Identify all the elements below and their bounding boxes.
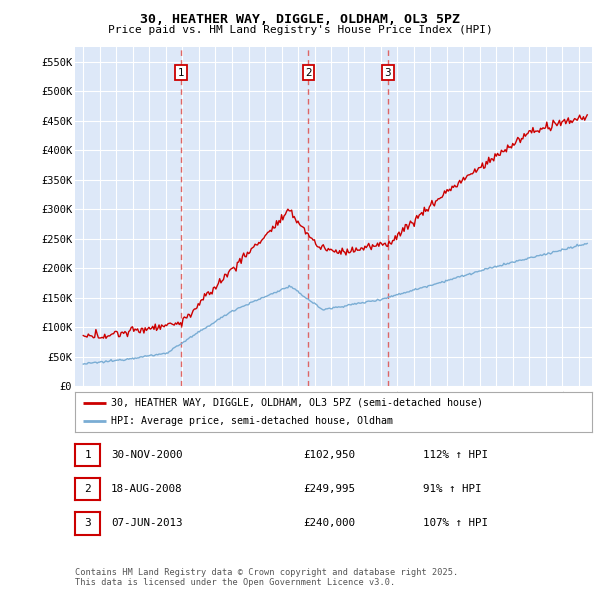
Text: 18-AUG-2008: 18-AUG-2008 (111, 484, 182, 494)
Text: 3: 3 (84, 519, 91, 528)
Text: Price paid vs. HM Land Registry's House Price Index (HPI): Price paid vs. HM Land Registry's House … (107, 25, 493, 35)
Text: HPI: Average price, semi-detached house, Oldham: HPI: Average price, semi-detached house,… (111, 415, 393, 425)
Text: 112% ↑ HPI: 112% ↑ HPI (423, 450, 488, 460)
Text: 1: 1 (178, 68, 184, 78)
Text: 30, HEATHER WAY, DIGGLE, OLDHAM, OL3 5PZ: 30, HEATHER WAY, DIGGLE, OLDHAM, OL3 5PZ (140, 13, 460, 26)
Text: 107% ↑ HPI: 107% ↑ HPI (423, 519, 488, 528)
Text: Contains HM Land Registry data © Crown copyright and database right 2025.
This d: Contains HM Land Registry data © Crown c… (75, 568, 458, 587)
Text: 30, HEATHER WAY, DIGGLE, OLDHAM, OL3 5PZ (semi-detached house): 30, HEATHER WAY, DIGGLE, OLDHAM, OL3 5PZ… (111, 398, 483, 408)
Text: 3: 3 (385, 68, 391, 78)
Text: 30-NOV-2000: 30-NOV-2000 (111, 450, 182, 460)
Text: £240,000: £240,000 (303, 519, 355, 528)
Text: 1: 1 (84, 450, 91, 460)
Text: 91% ↑ HPI: 91% ↑ HPI (423, 484, 482, 494)
Text: 2: 2 (305, 68, 312, 78)
Text: 07-JUN-2013: 07-JUN-2013 (111, 519, 182, 528)
Text: 2: 2 (84, 484, 91, 494)
Text: £102,950: £102,950 (303, 450, 355, 460)
Text: £249,995: £249,995 (303, 484, 355, 494)
